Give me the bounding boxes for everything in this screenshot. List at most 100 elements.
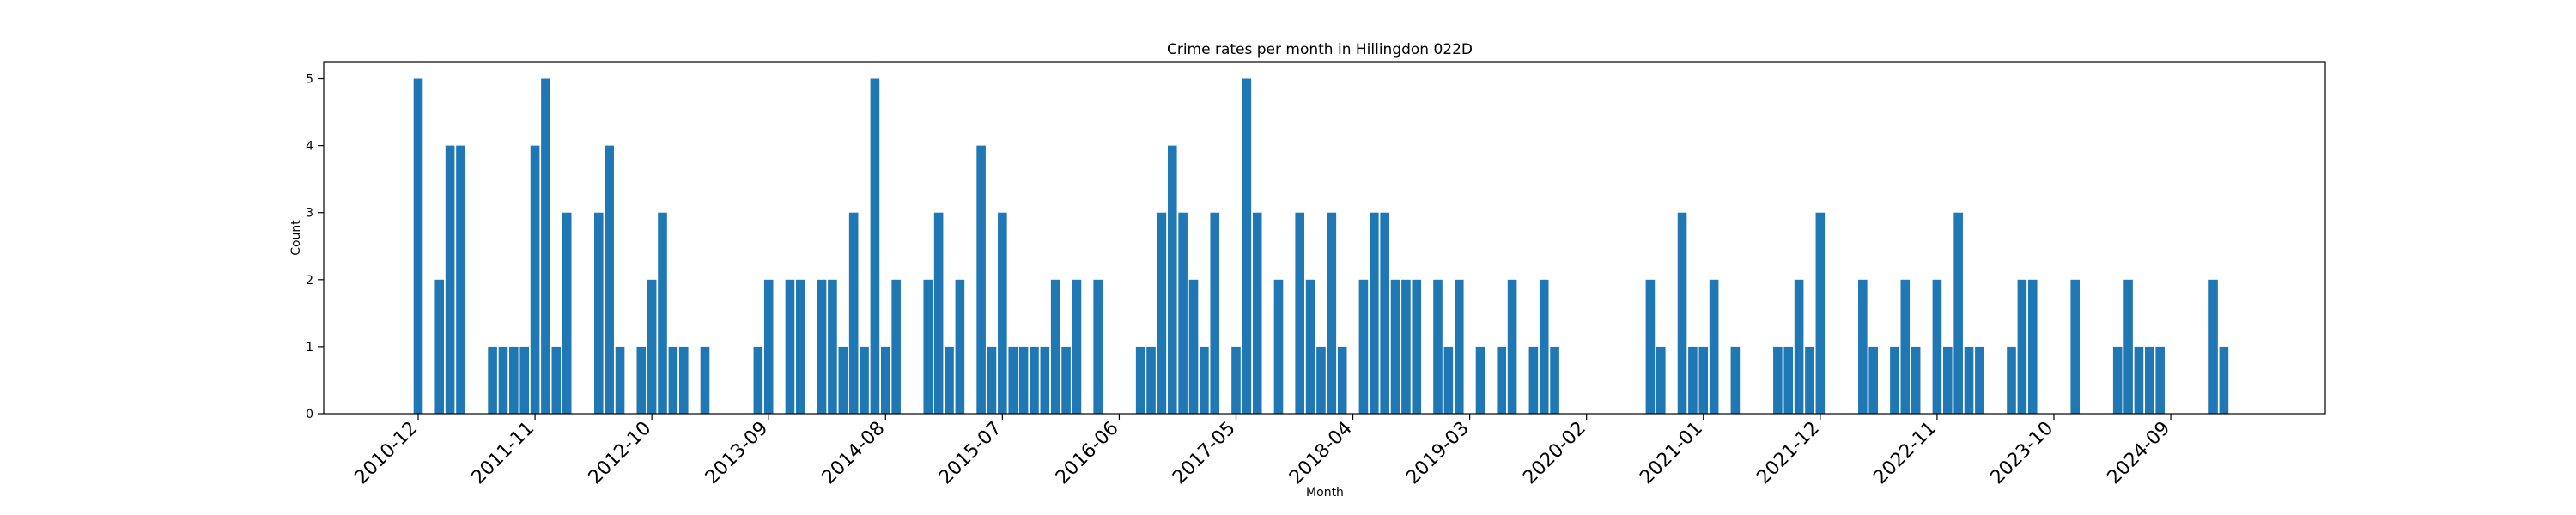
bar-2013-09 bbox=[763, 279, 774, 414]
bar-2016-10 bbox=[1157, 212, 1167, 414]
bar-2016-04 bbox=[1093, 279, 1103, 414]
bar-2020-12 bbox=[1688, 346, 1698, 414]
bar-2022-05 bbox=[1868, 346, 1878, 414]
bar-2018-08 bbox=[1390, 279, 1400, 414]
bar-2011-02 bbox=[434, 279, 445, 414]
x-tick-label: 2018-04 bbox=[1285, 418, 1357, 489]
bar-2018-05 bbox=[1358, 279, 1369, 414]
bar-2023-06 bbox=[2007, 346, 2016, 414]
chart-title: Crime rates per month in Hillingdon 022D bbox=[1167, 41, 1473, 58]
bar-2022-09 bbox=[1911, 346, 1921, 414]
x-tick-label: 2014-08 bbox=[818, 418, 890, 489]
x-axis: 2010-12 2011-11 2012-10 2013-09 2014-08 2015-… bbox=[351, 414, 2174, 489]
bar-2015-09 bbox=[1018, 346, 1029, 414]
y-tick-label: 0 bbox=[306, 408, 313, 421]
bar-2010-12 bbox=[413, 78, 423, 415]
bar-2013-08 bbox=[753, 346, 763, 414]
bar-2014-03 bbox=[828, 279, 837, 414]
bar-2011-11 bbox=[530, 145, 540, 414]
bar-2021-08 bbox=[1773, 346, 1783, 414]
x-tick-label: 2011-11 bbox=[468, 418, 539, 489]
y-tick-label: 2 bbox=[306, 274, 313, 288]
bar-2016-12 bbox=[1178, 212, 1188, 414]
plot-frame bbox=[323, 61, 2326, 415]
x-tick-label: 2022-11 bbox=[1869, 418, 1941, 489]
bar-2015-10 bbox=[1030, 346, 1039, 414]
bar-2019-02 bbox=[1454, 279, 1464, 414]
bar-2017-06 bbox=[1242, 78, 1252, 415]
bar-2016-11 bbox=[1167, 145, 1177, 414]
bar-2021-09 bbox=[1783, 346, 1794, 414]
bar-2023-02 bbox=[1964, 346, 1974, 414]
bar-2018-07 bbox=[1380, 212, 1389, 414]
bar-2022-11 bbox=[1932, 279, 1942, 414]
bar-2014-08 bbox=[880, 346, 890, 414]
bar-2015-05 bbox=[976, 145, 986, 414]
x-tick-label: 2021-12 bbox=[1753, 418, 1824, 489]
bar-2017-12 bbox=[1305, 279, 1315, 414]
bar-2011-10 bbox=[519, 346, 529, 414]
bar-2014-12 bbox=[923, 279, 933, 414]
bar-2013-11 bbox=[785, 279, 795, 414]
bar-2025-02 bbox=[2219, 346, 2229, 414]
y-tick-label: 5 bbox=[306, 73, 313, 87]
y-tick-label: 1 bbox=[306, 341, 313, 354]
bar-2017-11 bbox=[1295, 212, 1305, 414]
x-tick-label: 2016-06 bbox=[1052, 418, 1123, 489]
y-axis: 0 1 2 3 4 5 bbox=[306, 73, 324, 421]
x-tick-label: 2010-12 bbox=[351, 418, 422, 489]
bar-2024-06 bbox=[2134, 346, 2144, 414]
bar-2014-05 bbox=[848, 212, 859, 414]
bar-2012-01 bbox=[551, 346, 562, 414]
bar-2021-01 bbox=[1698, 346, 1709, 414]
bar-2023-12 bbox=[2070, 279, 2081, 414]
bar-2017-05 bbox=[1231, 346, 1241, 414]
bar-2015-03 bbox=[955, 279, 965, 414]
bar-2011-04 bbox=[456, 145, 465, 414]
bar-2024-07 bbox=[2145, 346, 2154, 414]
bar-2017-01 bbox=[1188, 279, 1199, 414]
bar-2020-11 bbox=[1677, 212, 1687, 414]
bar-2021-10 bbox=[1794, 279, 1804, 414]
bar-2016-02 bbox=[1072, 279, 1082, 414]
bar-2022-07 bbox=[1890, 346, 1899, 414]
bar-2014-07 bbox=[870, 78, 880, 415]
bar-2015-02 bbox=[945, 346, 954, 414]
bar-2022-12 bbox=[1942, 346, 1953, 414]
bar-2018-10 bbox=[1412, 279, 1422, 414]
bar-2012-06 bbox=[605, 145, 614, 414]
x-tick-label: 2015-07 bbox=[935, 418, 1006, 489]
x-tick-label: 2023-10 bbox=[1987, 418, 2058, 489]
x-tick-label: 2021-01 bbox=[1636, 418, 1707, 489]
x-tick-label: 2012-10 bbox=[585, 418, 656, 489]
bar-2013-01 bbox=[678, 346, 689, 414]
bar-2017-02 bbox=[1200, 346, 1209, 414]
bar-2023-01 bbox=[1953, 212, 1963, 414]
bar-2015-07 bbox=[998, 212, 1007, 414]
bar-2023-08 bbox=[2027, 279, 2038, 414]
x-tick-label: 2017-05 bbox=[1169, 418, 1240, 489]
bar-2016-01 bbox=[1061, 346, 1071, 414]
bar-2012-09 bbox=[636, 346, 647, 414]
y-tick-label: 4 bbox=[306, 140, 313, 154]
bar-2011-09 bbox=[509, 346, 519, 414]
bar-2011-12 bbox=[541, 78, 550, 415]
bar-2021-04 bbox=[1730, 346, 1741, 414]
y-tick-label: 3 bbox=[306, 207, 313, 221]
bar-2018-12 bbox=[1433, 279, 1443, 414]
bar-2019-07 bbox=[1507, 279, 1517, 414]
bar-2014-02 bbox=[817, 279, 827, 414]
bar-2019-01 bbox=[1443, 346, 1454, 414]
bar-2013-03 bbox=[700, 346, 710, 414]
bar-2017-07 bbox=[1252, 212, 1262, 414]
bar-2012-05 bbox=[593, 212, 604, 414]
x-tick-label: 2020-02 bbox=[1519, 418, 1590, 489]
bar-2012-11 bbox=[658, 212, 667, 414]
bar-2023-07 bbox=[2017, 279, 2027, 414]
bar-2019-10 bbox=[1539, 279, 1549, 414]
bar-2017-09 bbox=[1273, 279, 1284, 414]
bar-2023-03 bbox=[1975, 346, 1984, 414]
bar-2018-03 bbox=[1337, 346, 1347, 414]
bar-2014-09 bbox=[891, 279, 901, 414]
